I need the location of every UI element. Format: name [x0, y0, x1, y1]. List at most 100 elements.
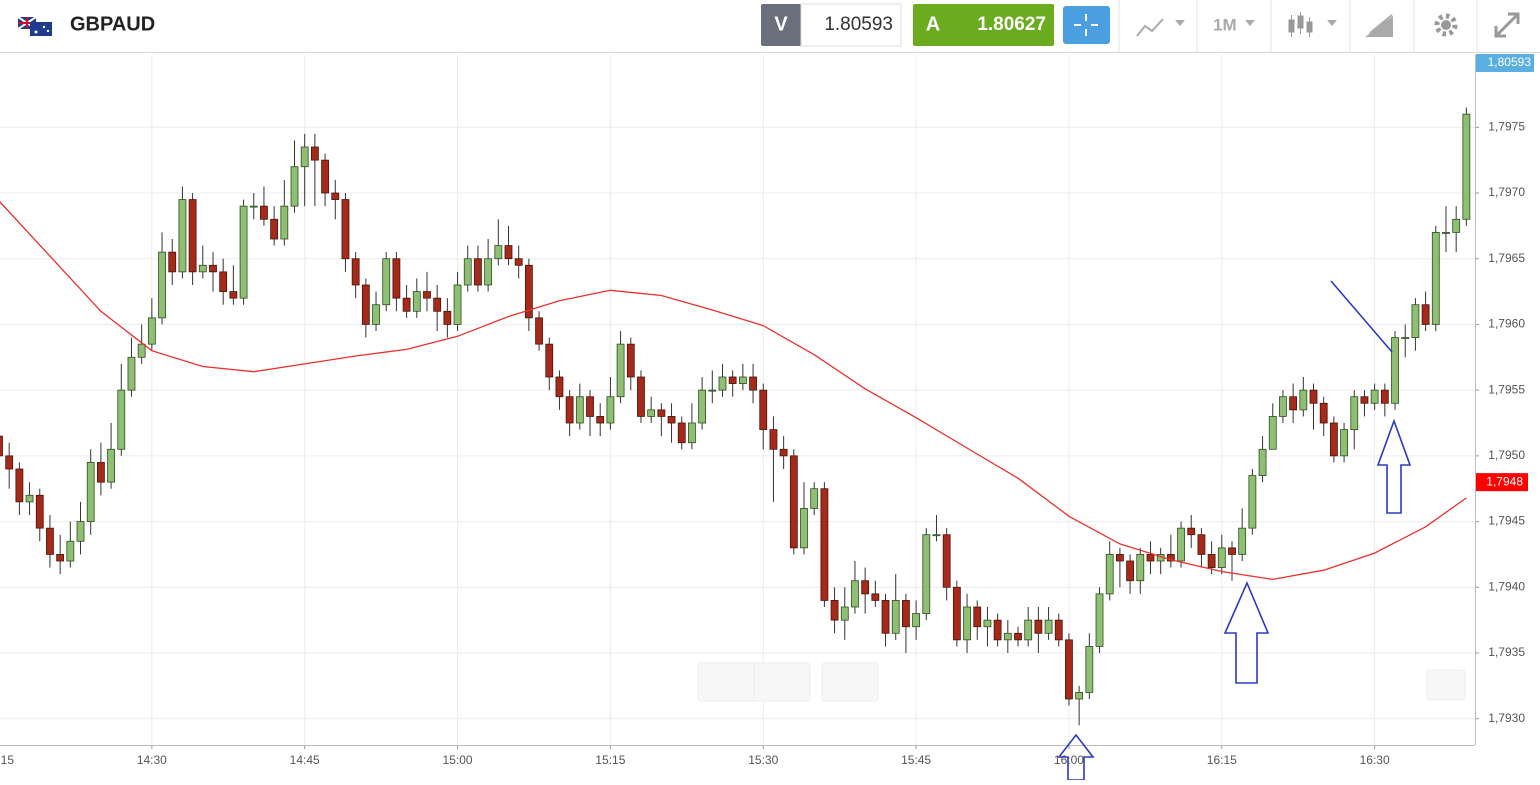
candle-body: [412, 291, 421, 312]
candle-body: [1360, 396, 1369, 404]
candle-body: [46, 527, 54, 555]
candle-body: [15, 468, 24, 503]
candle-body: [504, 245, 513, 260]
candle-body: [565, 396, 574, 424]
candle-body: [1207, 554, 1216, 568]
x-tick-label: 15:45: [901, 753, 931, 767]
candle-body: [107, 448, 115, 483]
candle-body: [830, 600, 839, 621]
candle-body: [1126, 560, 1134, 582]
moving-average: [0, 201, 1467, 581]
candle-body: [1166, 554, 1175, 562]
candle-body: [1340, 429, 1348, 457]
candle-body: [351, 258, 360, 286]
candle-body: [25, 494, 34, 503]
candle-body: [718, 376, 727, 391]
candle-body: [361, 284, 370, 325]
candle-body: [932, 534, 941, 537]
timeframe[interactable]: 1M: [1213, 15, 1237, 34]
candle-body: [270, 218, 279, 240]
overlay-button[interactable]: [1426, 669, 1466, 701]
candle-body: [1401, 337, 1410, 339]
y-tick-label: 1,7930: [1488, 711, 1525, 725]
candle-body: [260, 205, 268, 220]
arrow-annotation: [1223, 580, 1270, 684]
candle-body: [1350, 396, 1359, 430]
candle-body: [76, 521, 85, 542]
ma-price-box: [1476, 473, 1528, 492]
candle-body: [188, 199, 197, 273]
y-tick-label: 1,7960: [1488, 317, 1525, 331]
candle-body: [993, 619, 1002, 641]
y-tick-label: 1,7940: [1488, 579, 1525, 593]
candle-body: [810, 488, 819, 509]
candle-body: [861, 580, 870, 595]
candle-body: [1044, 619, 1053, 634]
candle-body: [912, 613, 920, 628]
candle-body: [779, 448, 788, 457]
candle-body: [1228, 547, 1236, 555]
candle-body: [1268, 416, 1277, 450]
candle-body: [209, 264, 217, 273]
flag-icon: [17, 16, 52, 36]
candle-body: [535, 317, 543, 345]
x-tick-label: 14:15: [0, 753, 14, 767]
candle-body: [229, 291, 238, 299]
candle-body: [341, 199, 350, 260]
crosshair-icon: [1074, 14, 1098, 36]
x-tick-label: 16:00: [1054, 753, 1084, 767]
y-tick-label: 1,7970: [1488, 185, 1525, 199]
candle-body: [759, 389, 768, 430]
candle-body: [1411, 304, 1420, 338]
settings-icon[interactable]: [1434, 13, 1458, 37]
bid-box[interactable]: [800, 3, 902, 47]
candle-body: [372, 304, 380, 325]
overlay-button[interactable]: [821, 662, 879, 702]
candle-body: [117, 389, 126, 450]
ask-tag: A: [926, 13, 940, 35]
dropdown-arrow: [1175, 20, 1185, 26]
candle-body: [922, 534, 931, 614]
candle-body: [423, 291, 431, 299]
candle-body: [463, 258, 472, 286]
candle-body: [1177, 527, 1185, 562]
ask-box[interactable]: [913, 4, 1054, 46]
indicator-icon[interactable]: [1136, 18, 1164, 37]
last-price-label: 1,80593: [1488, 55, 1532, 69]
candle-body: [1279, 396, 1287, 417]
bid-tag-box[interactable]: [761, 4, 801, 46]
candle-body: [1034, 619, 1043, 634]
candle-body: [484, 258, 493, 286]
candle-body: [667, 416, 676, 424]
y-tick-label: 1,7935: [1488, 645, 1525, 659]
candle-body: [97, 462, 105, 483]
candle-body: [1136, 554, 1145, 582]
candle-body: [952, 586, 961, 641]
candle-body: [1003, 632, 1012, 641]
drawing-icon[interactable]: [1365, 14, 1393, 37]
candle-body: [1197, 534, 1206, 555]
candle-body: [728, 376, 737, 384]
candle-body: [5, 455, 14, 470]
crosshair-button[interactable]: [1063, 6, 1110, 44]
candle-body: [1085, 646, 1094, 693]
candle-body: [56, 554, 65, 562]
candle-body: [983, 619, 992, 628]
candle-body: [310, 146, 319, 161]
candle-body: [626, 343, 635, 378]
candle-body: [249, 205, 258, 208]
candle-body: [575, 396, 584, 424]
x-tick-label: 16:15: [1207, 753, 1237, 767]
candle-body: [1299, 389, 1308, 411]
candle-body: [127, 356, 136, 391]
candle-body: [1258, 448, 1267, 476]
candle-body: [474, 258, 482, 286]
expand-icon[interactable]: [1494, 12, 1520, 38]
candle-body: [942, 534, 951, 588]
y-tick-label: 1,7950: [1488, 448, 1525, 462]
chart-type-icon[interactable]: [1288, 12, 1313, 37]
ma-price-label: 1,7948: [1486, 474, 1523, 488]
candle-body: [443, 310, 452, 325]
candle-body: [137, 343, 146, 358]
candle-body: [0, 435, 3, 457]
